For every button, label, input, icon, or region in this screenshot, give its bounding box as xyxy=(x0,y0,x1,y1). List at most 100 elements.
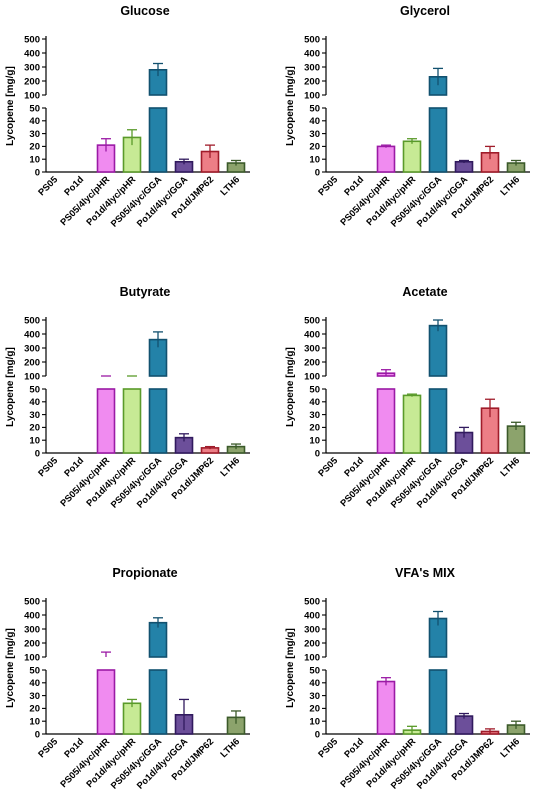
chart-title: Glycerol xyxy=(400,4,450,18)
bar-ps05-4lyc-phr-lower xyxy=(376,388,396,454)
bar-ps05-4lyc-gga-upper xyxy=(428,324,448,377)
y-tick-label: 500 xyxy=(304,596,320,607)
y-tick-label: 300 xyxy=(304,624,320,635)
bar-po1d-4lyc-phr xyxy=(122,702,142,735)
bar-ps05-4lyc-phr xyxy=(376,145,396,173)
y-tick-label: 200 xyxy=(304,638,320,649)
y-tick-label: 10 xyxy=(309,436,320,447)
y-tick-label: 0 xyxy=(315,729,320,740)
x-tick-label: LTH6 xyxy=(218,174,241,197)
y-tick-label: 400 xyxy=(24,329,40,340)
bar-ps05-4lyc-gga-lower xyxy=(148,107,168,173)
y-tick-label: 40 xyxy=(309,116,320,127)
x-tick-label: Po1d xyxy=(62,736,85,759)
y-tick-label: 50 xyxy=(309,384,320,395)
y-tick-label: 400 xyxy=(24,610,40,621)
y-tick-label: 30 xyxy=(309,691,320,702)
chart-panel-glucose: Glucose Lycopene [mg/g] 100 200 300 400 500 010… xyxy=(5,4,250,229)
bar-po1d-4lyc-phr xyxy=(402,140,422,173)
y-tick-label: 200 xyxy=(304,357,320,368)
chart-title: Glucose xyxy=(120,4,169,18)
bar-ps05-4lyc-gga-lower xyxy=(428,107,448,173)
y-tick-label: 300 xyxy=(304,62,320,73)
y-tick-label: 200 xyxy=(24,357,40,368)
y-tick-label: 10 xyxy=(309,155,320,166)
y-tick-label: 200 xyxy=(24,76,40,87)
y-tick-label: 200 xyxy=(304,76,320,87)
x-tick-label: Po1d xyxy=(62,455,85,478)
y-tick-label: 10 xyxy=(29,717,40,728)
y-tick-label: 20 xyxy=(29,142,40,153)
y-tick-label: 100 xyxy=(24,371,40,382)
chart-panel-butyrate: Butyrate Lycopene [mg/g] 100 200 300 400 500 01… xyxy=(5,285,250,510)
y-tick-label: 40 xyxy=(29,397,40,408)
y-tick-label: 20 xyxy=(29,423,40,434)
bar-ps05-4lyc-phr-lower xyxy=(96,388,116,454)
chart-title: Acetate xyxy=(402,285,447,299)
bar-ps05-4lyc-gga-lower xyxy=(428,388,448,454)
chart-panel-glycerol: Glycerol Lycopene [mg/g] 100 200 300 400 500 01… xyxy=(285,4,530,229)
y-tick-label: 40 xyxy=(29,678,40,689)
y-tick-label: 100 xyxy=(24,90,40,101)
x-tick-label: Po1d xyxy=(342,174,365,197)
y-tick-label: 20 xyxy=(309,142,320,153)
y-tick-label: 50 xyxy=(309,103,320,114)
y-tick-label: 300 xyxy=(24,624,40,635)
y-tick-label: 300 xyxy=(304,343,320,354)
y-tick-label: 10 xyxy=(29,436,40,447)
y-tick-label: 20 xyxy=(29,704,40,715)
y-axis-label: Lycopene [mg/g] xyxy=(5,628,16,708)
chart-title: VFA's MIX xyxy=(395,566,456,580)
y-tick-label: 0 xyxy=(315,448,320,459)
bar-ps05-4lyc-phr xyxy=(376,680,396,735)
bar-po1d-4lyc-gga xyxy=(454,160,474,173)
y-tick-label: 100 xyxy=(304,371,320,382)
y-tick-label: 20 xyxy=(309,423,320,434)
y-tick-label: 30 xyxy=(29,129,40,140)
y-tick-label: 300 xyxy=(24,343,40,354)
y-tick-label: 20 xyxy=(309,704,320,715)
y-tick-label: 40 xyxy=(309,678,320,689)
bar-ps05-4lyc-gga-lower xyxy=(148,669,168,735)
chart-title: Propionate xyxy=(112,566,177,580)
y-axis-label: Lycopene [mg/g] xyxy=(285,628,296,708)
y-tick-label: 500 xyxy=(304,315,320,326)
y-tick-label: 500 xyxy=(304,34,320,45)
y-tick-label: 50 xyxy=(309,665,320,676)
chart-title: Butyrate xyxy=(120,285,171,299)
y-tick-label: 200 xyxy=(24,638,40,649)
y-tick-label: 50 xyxy=(29,384,40,395)
y-tick-label: 0 xyxy=(35,448,40,459)
y-tick-label: 10 xyxy=(29,155,40,166)
y-tick-label: 30 xyxy=(29,410,40,421)
x-tick-label: Po1d xyxy=(342,455,365,478)
y-tick-label: 400 xyxy=(304,610,320,621)
y-tick-label: 100 xyxy=(304,652,320,663)
y-tick-label: 400 xyxy=(304,48,320,59)
x-tick-label: LTH6 xyxy=(498,455,521,478)
bar-ps05-4lyc-gga-lower xyxy=(428,669,448,735)
chart-panel-acetate: Acetate Lycopene [mg/g] 100 200 300 400 500 010… xyxy=(285,285,530,510)
y-tick-label: 10 xyxy=(309,717,320,728)
bar-ps05-4lyc-gga-upper xyxy=(148,621,168,658)
y-tick-label: 400 xyxy=(24,48,40,59)
y-tick-label: 500 xyxy=(24,315,40,326)
y-tick-label: 0 xyxy=(35,729,40,740)
chart-panel-vfa-s-mix: VFA's MIX Lycopene [mg/g] 100 200 300 400 500 0… xyxy=(285,566,530,791)
y-tick-label: 50 xyxy=(29,665,40,676)
x-tick-label: Po1d xyxy=(342,736,365,759)
bar-lth6 xyxy=(506,425,526,454)
y-tick-label: 40 xyxy=(309,397,320,408)
x-tick-label: LTH6 xyxy=(218,455,241,478)
y-tick-label: 30 xyxy=(309,129,320,140)
y-tick-label: 30 xyxy=(309,410,320,421)
y-tick-label: 500 xyxy=(24,34,40,45)
bar-ps05-4lyc-gga-lower xyxy=(148,388,168,454)
bar-ps05-4lyc-phr-lower xyxy=(96,669,116,735)
y-tick-label: 100 xyxy=(24,652,40,663)
y-axis-label: Lycopene [mg/g] xyxy=(5,66,16,146)
bar-po1d-4lyc-phr-lower xyxy=(122,388,142,454)
x-tick-label: LTH6 xyxy=(498,174,521,197)
y-axis-label: Lycopene [mg/g] xyxy=(285,347,296,427)
